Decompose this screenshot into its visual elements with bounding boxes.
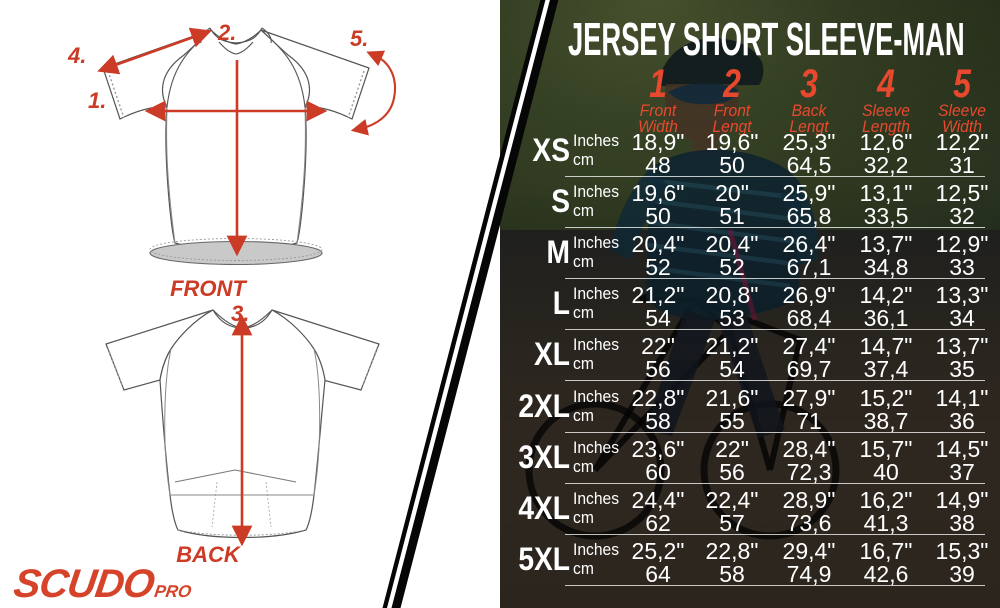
- svg-text:2.: 2.: [217, 20, 236, 45]
- svg-text:5.: 5.: [350, 26, 368, 51]
